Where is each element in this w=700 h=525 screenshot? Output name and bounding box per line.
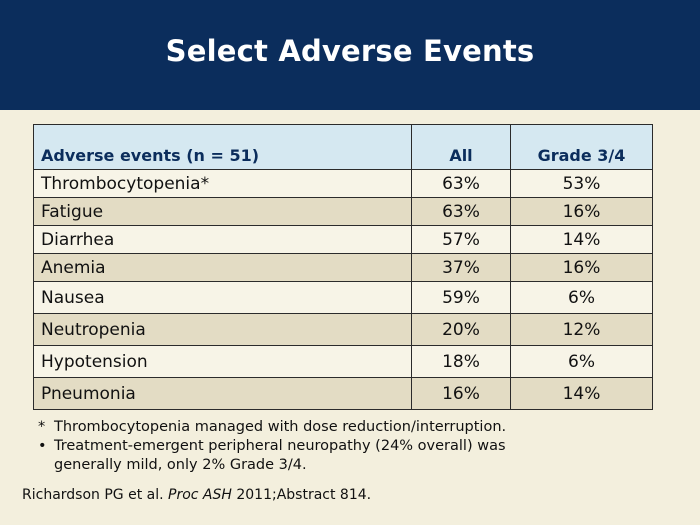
header-adverse-events: Adverse events (n = 51) xyxy=(33,124,412,170)
event-all: 20% xyxy=(411,313,511,346)
table-row: Thrombocytopenia* 63% 53% xyxy=(33,169,653,198)
citation-details: 2011;Abstract 814. xyxy=(231,487,372,503)
event-all: 37% xyxy=(411,253,511,282)
footnotes: * Thrombocytopenia managed with dose red… xyxy=(38,418,658,475)
footnote-text: Treatment-emergent peripheral neuropathy… xyxy=(54,437,506,475)
table-row: Nausea 59% 6% xyxy=(33,281,653,314)
header-grade-3-4: Grade 3/4 xyxy=(510,124,653,170)
table-row: Anemia 37% 16% xyxy=(33,253,653,282)
footnote-text: Thrombocytopenia managed with dose reduc… xyxy=(54,419,507,435)
event-grade: 14% xyxy=(510,225,653,254)
bullet-text-line-1: Treatment-emergent peripheral neuropathy… xyxy=(54,438,506,454)
title-banner xyxy=(0,0,700,110)
table-row: Neutropenia 20% 12% xyxy=(33,313,653,346)
adverse-events-table: Adverse events (n = 51) All Grade 3/4 Th… xyxy=(33,124,653,410)
event-name: Anemia xyxy=(33,253,412,282)
header-all: All xyxy=(411,124,511,170)
event-name: Neutropenia xyxy=(33,313,412,346)
citation-journal: Proc ASH xyxy=(168,487,232,503)
bullet-mark: • xyxy=(38,438,47,454)
footnote-asterisk: * Thrombocytopenia managed with dose red… xyxy=(38,418,658,437)
event-grade: 53% xyxy=(510,169,653,198)
citation-authors: Richardson PG et al. xyxy=(22,487,169,503)
table-row: Pneumonia 16% 14% xyxy=(33,377,653,410)
event-grade: 16% xyxy=(510,197,653,226)
table-row: Fatigue 63% 16% xyxy=(33,197,653,226)
table-header-row: Adverse events (n = 51) All Grade 3/4 xyxy=(33,124,653,170)
event-name: Thrombocytopenia* xyxy=(33,169,412,198)
event-name: Diarrhea xyxy=(33,225,412,254)
event-all: 16% xyxy=(411,377,511,410)
event-all: 63% xyxy=(411,169,511,198)
bullet-text-line-2: generally mild, only 2% Grade 3/4. xyxy=(54,457,307,473)
event-grade: 6% xyxy=(510,281,653,314)
asterisk-mark: * xyxy=(38,419,46,435)
event-name: Fatigue xyxy=(33,197,412,226)
table-row: Hypotension 18% 6% xyxy=(33,345,653,378)
citation: Richardson PG et al. Proc ASH 2011;Abstr… xyxy=(22,487,371,503)
event-name: Pneumonia xyxy=(33,377,412,410)
event-grade: 12% xyxy=(510,313,653,346)
event-grade: 16% xyxy=(510,253,653,282)
event-all: 59% xyxy=(411,281,511,314)
table-row: Diarrhea 57% 14% xyxy=(33,225,653,254)
footnote-bullet: • Treatment-emergent peripheral neuropat… xyxy=(38,437,658,475)
event-all: 57% xyxy=(411,225,511,254)
event-name: Hypotension xyxy=(33,345,412,378)
event-grade: 6% xyxy=(510,345,653,378)
event-all: 18% xyxy=(411,345,511,378)
slide-title: Select Adverse Events xyxy=(165,34,535,68)
event-grade: 14% xyxy=(510,377,653,410)
event-all: 63% xyxy=(411,197,511,226)
event-name: Nausea xyxy=(33,281,412,314)
